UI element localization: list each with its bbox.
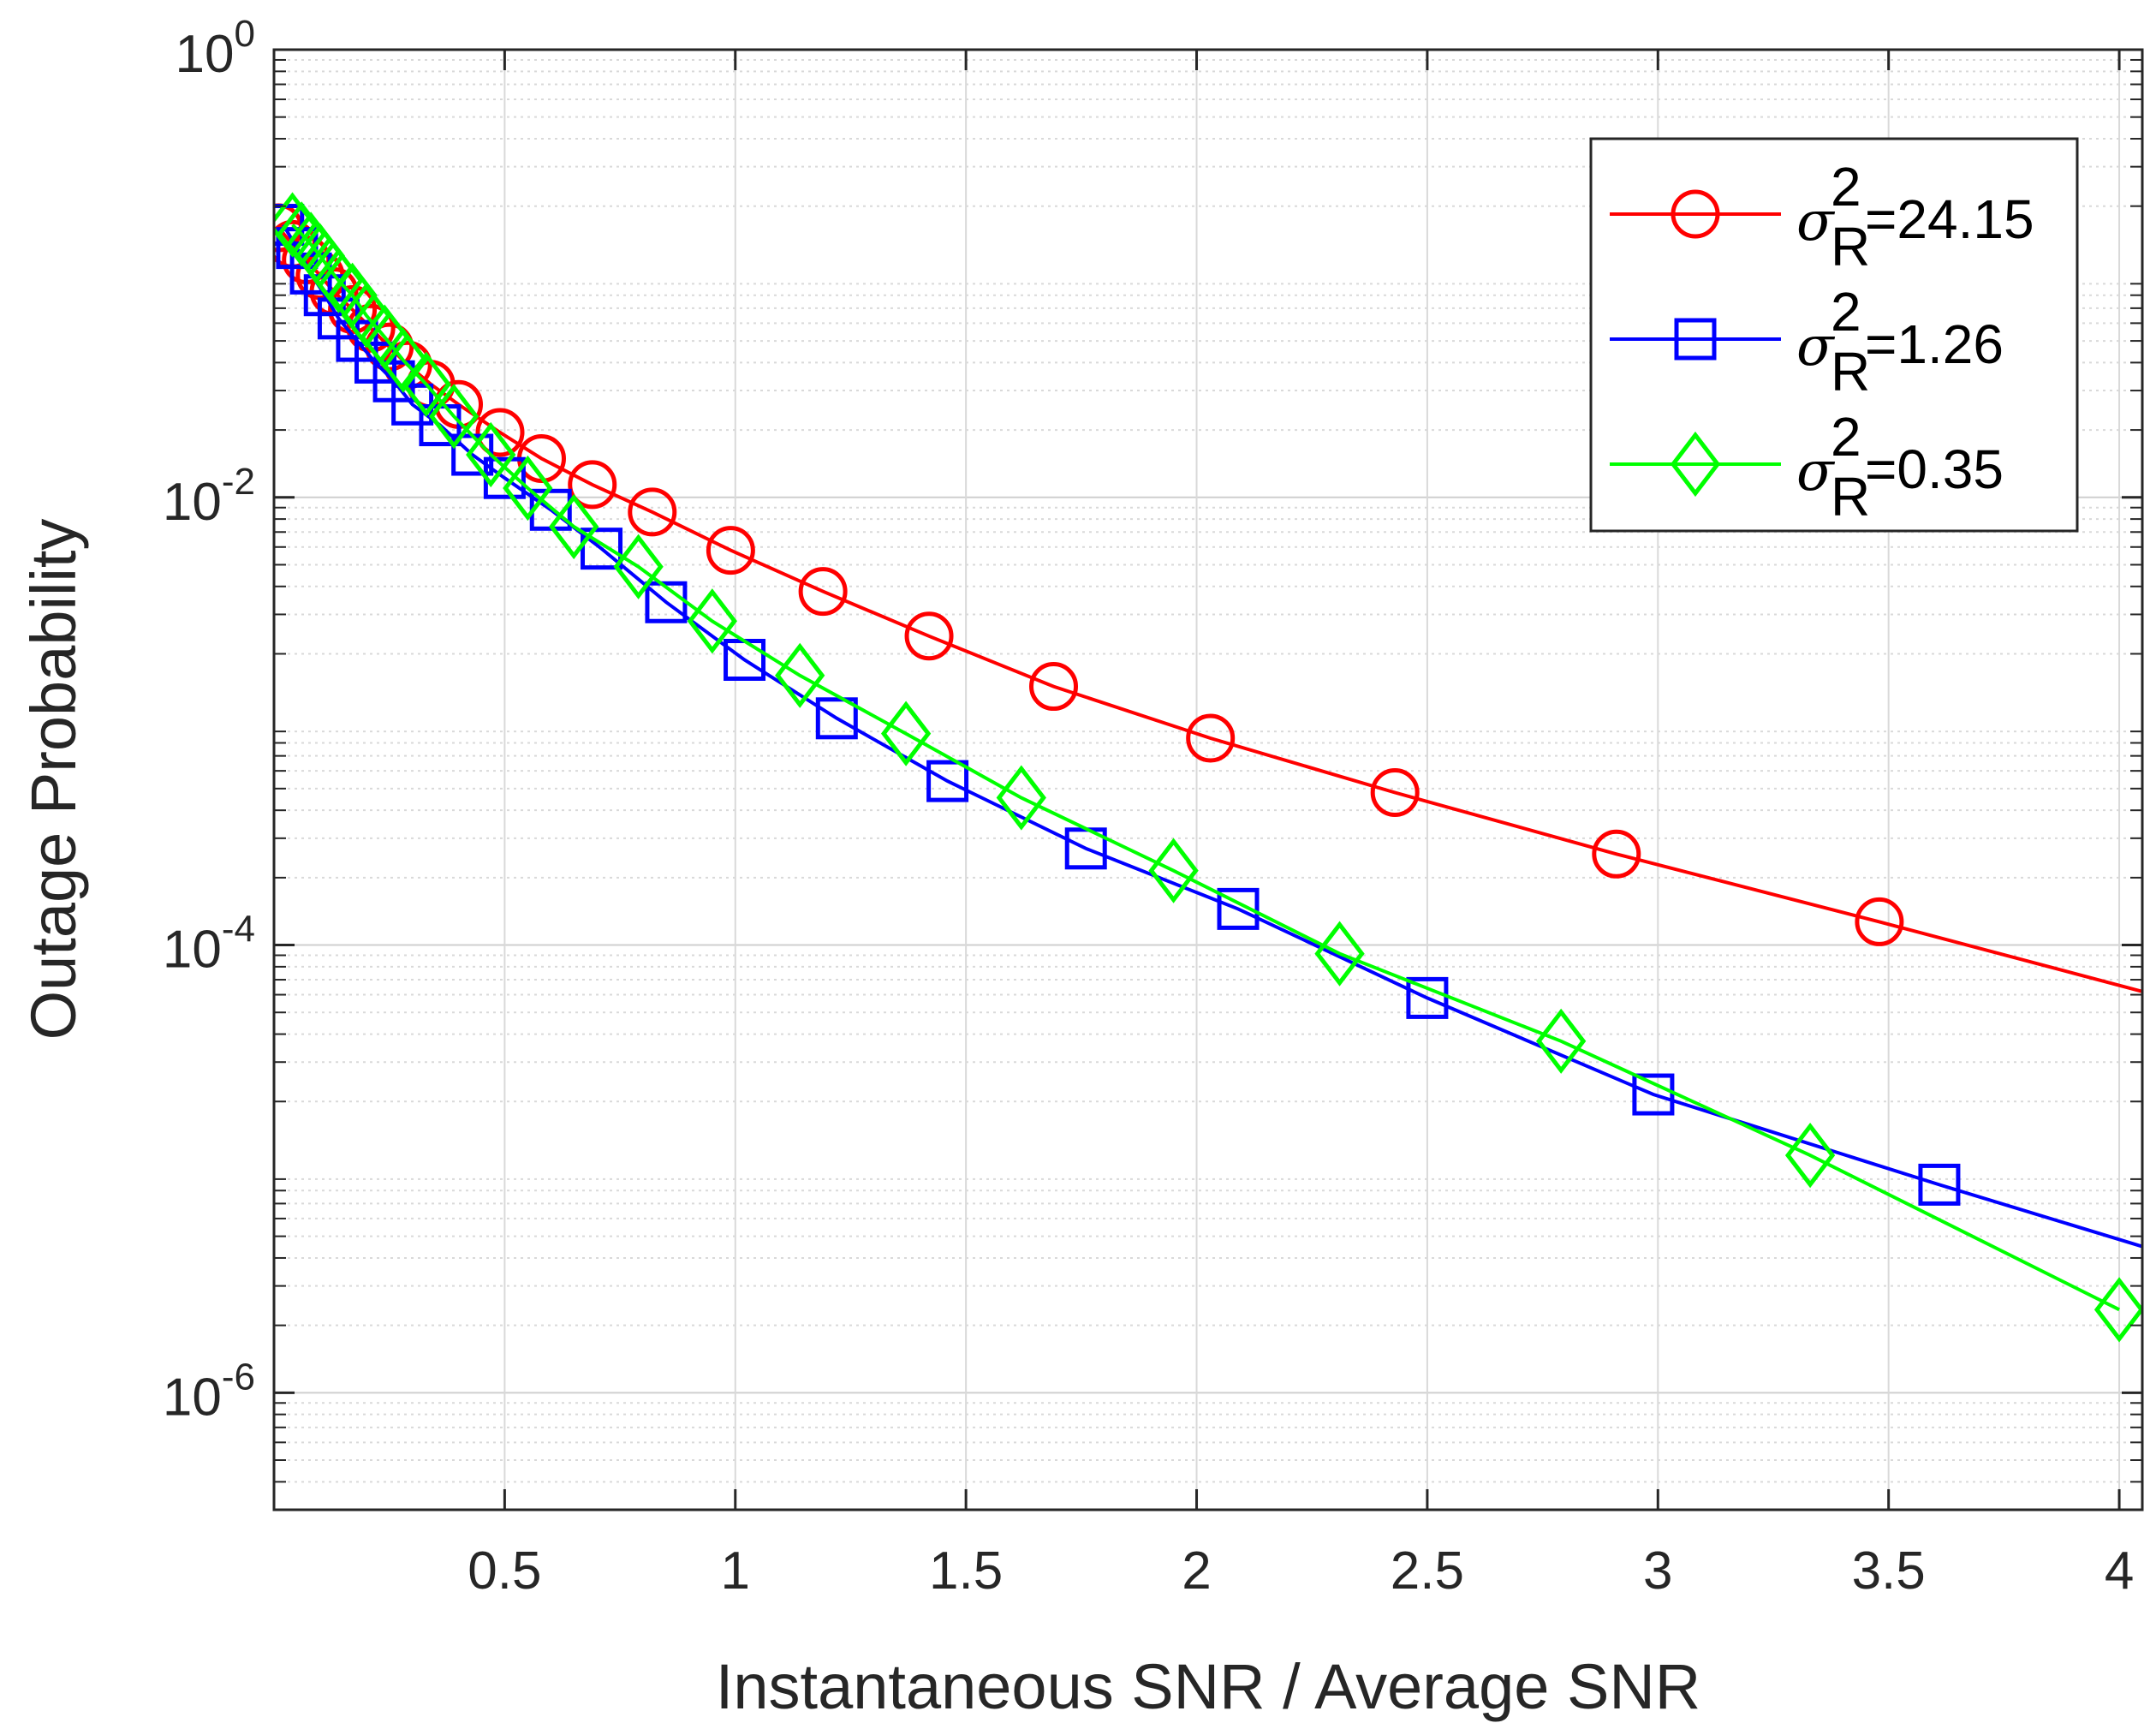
ticks: [274, 48, 2142, 1511]
legend-superscript: 2: [1831, 281, 1861, 343]
marker-square: [1217, 887, 1260, 930]
y-axis-label: Outage Probability: [18, 519, 89, 1040]
marker-diamond: [996, 765, 1046, 831]
marker-diamond: [775, 642, 825, 708]
marker-square: [1406, 976, 1449, 1019]
legend-value: =24.15: [1865, 188, 2034, 250]
x-tick-label: 3: [1643, 1541, 1672, 1601]
marker-square: [581, 528, 623, 570]
marker-diamond: [1536, 1008, 1587, 1074]
marker-circle: [628, 487, 677, 537]
marker-circle: [706, 526, 755, 575]
x-tick-label: 1: [721, 1541, 750, 1601]
x-tick-label: 4: [2105, 1541, 2134, 1601]
x-tick-label: 3.5: [1852, 1541, 1926, 1601]
legend-superscript: 2: [1831, 406, 1861, 468]
marker-square: [1918, 1163, 1961, 1206]
tick-labels: 100 10-2 10-4 10-6 0.5 1 1.5 2 2.5 3 3.5 4: [163, 13, 2134, 1601]
marker-diamond: [401, 351, 451, 417]
marker-circle: [328, 285, 378, 335]
legend-sigma: σ: [1796, 315, 1836, 379]
marker-diamond: [613, 534, 664, 599]
marker-circle: [1029, 662, 1079, 712]
marker-diamond: [1784, 1122, 1836, 1189]
x-tick-label: 2: [1182, 1541, 1211, 1601]
y-tick-label: 10-6: [163, 1356, 255, 1427]
legend-value: =0.35: [1865, 438, 2004, 500]
marker-circle: [1855, 897, 1904, 946]
legend-sigma: σ: [1796, 190, 1836, 253]
marker-diamond: [687, 588, 737, 654]
x-tick-label: 2.5: [1391, 1541, 1464, 1601]
marker-circle: [798, 567, 848, 617]
legend-subscript: R: [1831, 341, 1870, 402]
legend-subscript: R: [1831, 216, 1870, 277]
marker-square: [1674, 318, 1717, 361]
legend-superscript: 2: [1831, 156, 1861, 218]
marker-diamond: [378, 327, 429, 393]
marker-circle: [1592, 829, 1641, 879]
marker-circle: [475, 408, 525, 457]
marker-circle: [568, 460, 617, 510]
marker-diamond: [549, 493, 599, 560]
marker-circle: [1370, 767, 1420, 817]
marker-circle: [1186, 713, 1236, 763]
y-tick-label: 10-2: [163, 461, 255, 532]
marker-square: [926, 760, 969, 802]
marker-diamond: [1670, 431, 1721, 498]
marker-diamond: [880, 701, 932, 766]
legend-value: =1.26: [1865, 313, 2004, 375]
legend-sigma: σ: [1796, 440, 1836, 504]
plot-frame: [272, 48, 2144, 1511]
marker-diamond: [1148, 838, 1199, 903]
x-tick-label: 0.5: [468, 1541, 541, 1601]
series-line: [291, 224, 2120, 1312]
x-axis-label: Instantaneous SNR / Average SNR: [716, 1651, 1700, 1722]
marker-diamond: [2093, 1277, 2142, 1343]
series-diamond: [274, 192, 2142, 1343]
series: [274, 192, 2142, 1343]
x-tick-label: 1.5: [929, 1541, 1003, 1601]
marker-square: [815, 697, 858, 740]
legend-subscript: R: [1831, 466, 1870, 528]
marker-circle: [904, 611, 954, 661]
marker-diamond: [503, 455, 553, 522]
marker-square: [1632, 1073, 1675, 1116]
marker-diamond: [466, 421, 516, 488]
marker-diamond: [1314, 921, 1365, 987]
y-tick-label: 100: [176, 13, 255, 84]
y-tick-label: 10-4: [163, 909, 255, 980]
marker-diamond: [428, 384, 479, 450]
marker-circle: [1671, 189, 1720, 239]
